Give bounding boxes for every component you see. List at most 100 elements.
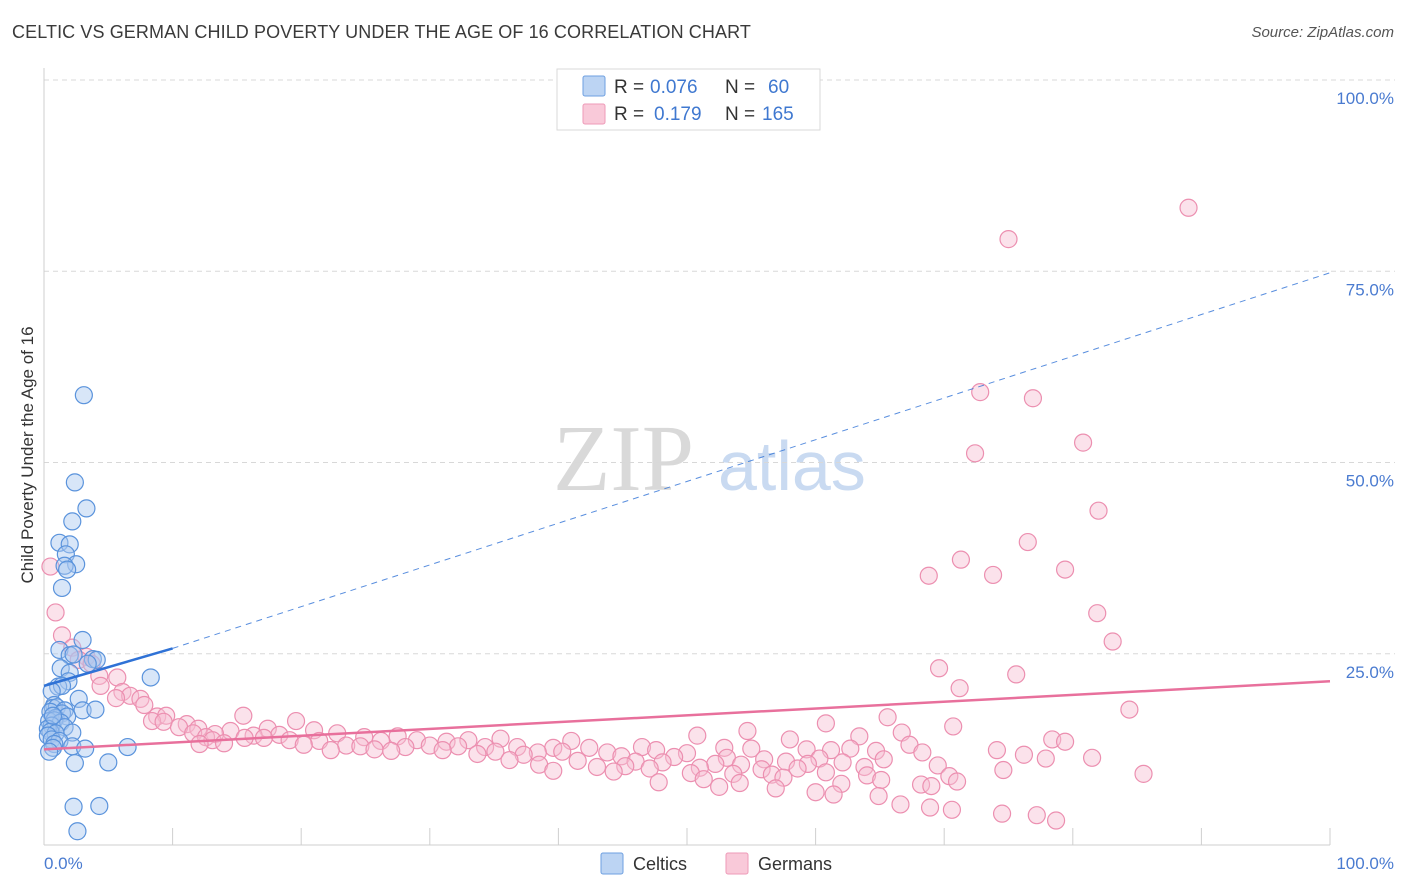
german-point-40 <box>286 711 306 731</box>
german-point-4 <box>1073 433 1093 452</box>
german-point-41 <box>816 714 835 733</box>
celtic-point-9 <box>58 560 77 579</box>
celtic-trend-extension <box>172 272 1331 649</box>
german-point-91 <box>987 741 1007 760</box>
german-point-35 <box>234 706 253 725</box>
german-point-164 <box>1046 811 1066 830</box>
german-point-158 <box>869 786 888 806</box>
german-trend-line <box>43 680 1331 751</box>
german-point-157 <box>824 785 843 804</box>
bottom-legend-german-label: Germans <box>758 854 832 874</box>
correlation-legend: R = 0.076 N = 60 R = 0.179 N = 165 <box>556 68 821 131</box>
german-point-162 <box>992 804 1012 823</box>
bottom-legend-celtic-label: Celtics <box>633 854 687 874</box>
celtic-point-2 <box>77 499 96 518</box>
german-point-95 <box>433 741 452 760</box>
celtic-point-53 <box>40 742 59 761</box>
german-point-147 <box>872 770 891 790</box>
german-point-105 <box>913 743 932 762</box>
german-point-136 <box>544 761 563 780</box>
celtic-point-30 <box>86 700 105 719</box>
celtic-trend-line <box>43 647 173 688</box>
german-point-36 <box>878 708 897 727</box>
german-point-62 <box>850 727 869 746</box>
celtic-point-17 <box>78 654 97 673</box>
german-point-128 <box>616 757 635 776</box>
german-point-141 <box>816 763 835 782</box>
german-point-10 <box>919 566 938 585</box>
y-tick-label-3: 25.0% <box>1346 663 1394 682</box>
german-point-99 <box>598 743 617 762</box>
german-point-160 <box>920 798 940 817</box>
german-point-146 <box>694 770 713 789</box>
german-point-129 <box>640 759 659 778</box>
celtic-point-57 <box>90 796 109 816</box>
german-point-90 <box>841 739 860 758</box>
german-point-32 <box>1120 700 1139 719</box>
german-point-125 <box>833 753 852 772</box>
german-point-2 <box>971 383 990 402</box>
german-point-15 <box>1103 632 1122 651</box>
german-point-153 <box>710 777 729 796</box>
german-point-29 <box>106 689 126 708</box>
german-point-12 <box>1088 604 1107 623</box>
german-point-72 <box>780 730 799 749</box>
german-point-161 <box>942 800 962 819</box>
german-point-116 <box>1082 748 1102 767</box>
german-point-3 <box>1023 389 1043 408</box>
legend-german-n-value: 165 <box>762 104 794 125</box>
german-point-89 <box>797 740 816 759</box>
trend-lines <box>43 272 1331 751</box>
german-point-114 <box>874 750 893 769</box>
german-point-107 <box>468 744 487 764</box>
german-point-159 <box>891 795 910 814</box>
german-point-144 <box>1134 764 1153 783</box>
german-point-8 <box>951 550 971 569</box>
german-point-82 <box>448 737 468 756</box>
german-point-70 <box>459 731 478 750</box>
german-point-83 <box>475 737 495 757</box>
german-point-14 <box>46 603 65 622</box>
german-point-137 <box>604 762 623 781</box>
celtic-point-14 <box>64 645 83 664</box>
german-point-121 <box>706 754 725 774</box>
bottom-legend-celtic-swatch <box>600 852 624 875</box>
german-point-135 <box>994 760 1013 780</box>
german-point-102 <box>742 739 761 758</box>
legend-celtic-n-label: N = <box>725 77 755 98</box>
german-point-118 <box>568 751 587 770</box>
german-point-42 <box>944 717 963 736</box>
german-point-92 <box>321 741 340 760</box>
german-point-156 <box>806 783 825 802</box>
legend-celtic-swatch <box>582 75 606 97</box>
celtic-point-5 <box>60 535 79 554</box>
x-tick-label-min: 0.0% <box>44 854 83 873</box>
celtic-point-20 <box>141 668 160 687</box>
source-label: Source: ZipAtlas.com <box>1251 24 1394 41</box>
german-point-163 <box>1027 806 1046 825</box>
german-point-0 <box>1179 198 1198 217</box>
german-point-7 <box>1018 532 1037 552</box>
german-point-1 <box>999 230 1018 249</box>
series-legend: Celtics Germans <box>600 852 832 875</box>
german-point-21 <box>929 659 949 678</box>
german-point-93 <box>365 740 384 759</box>
chart-title: CELTIC VS GERMAN CHILD POVERTY UNDER THE… <box>12 22 751 42</box>
celtic-point-0 <box>74 386 93 405</box>
german-point-79 <box>351 737 370 756</box>
german-point-155 <box>766 779 785 798</box>
german-point-127 <box>587 757 607 777</box>
german-point-130 <box>690 758 709 777</box>
celtic-point-56 <box>64 797 83 816</box>
german-point-54 <box>738 721 757 741</box>
y-axis-label: Child Poverty Under the Age of 16 <box>18 326 37 583</box>
german-points <box>41 198 1198 830</box>
german-point-31 <box>135 695 154 715</box>
legend-german-r-label: R = <box>614 104 644 125</box>
german-point-131 <box>752 760 771 779</box>
german-point-96 <box>486 742 505 761</box>
german-point-75 <box>190 734 209 754</box>
celtic-point-11 <box>73 630 92 650</box>
celtic-point-7 <box>67 555 86 574</box>
